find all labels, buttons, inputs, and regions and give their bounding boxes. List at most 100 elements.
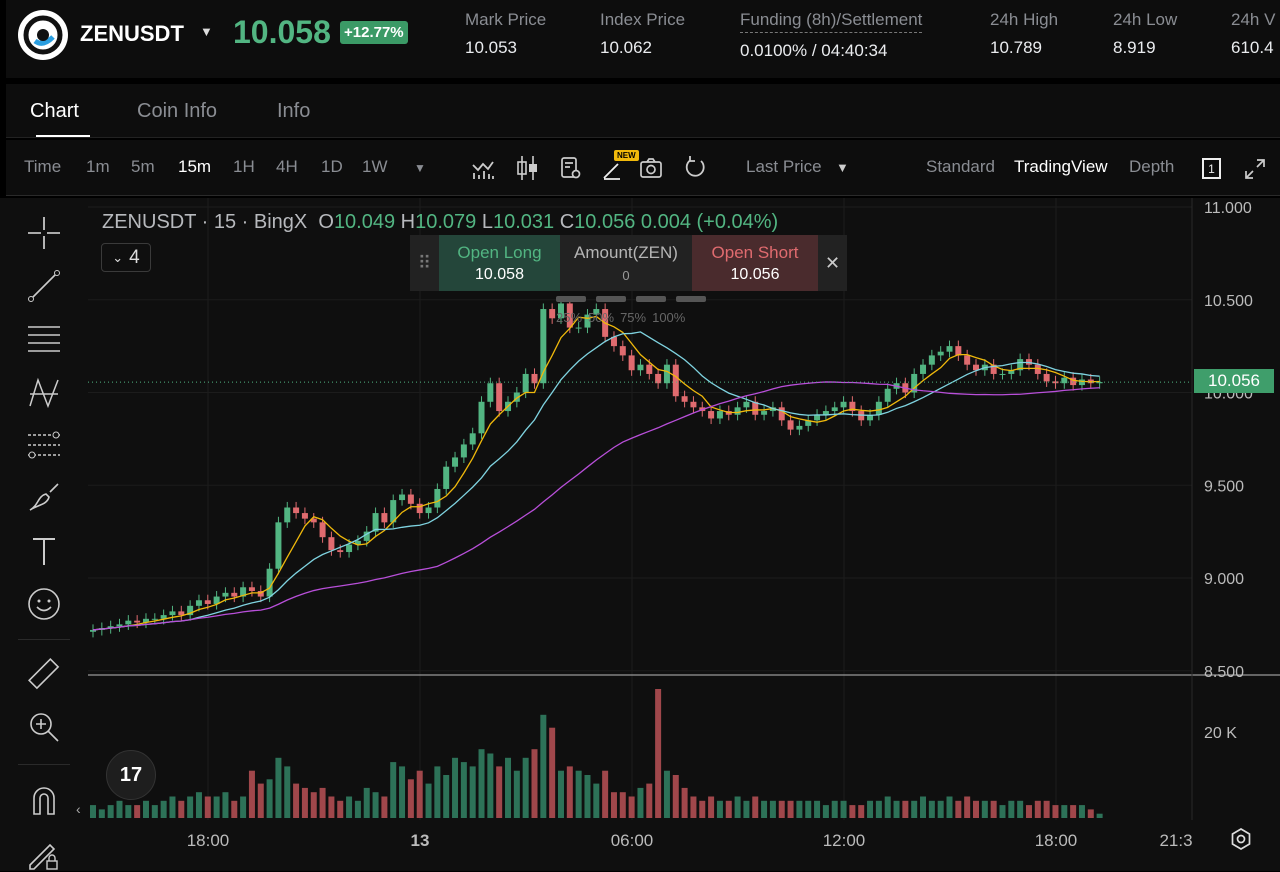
emoji-icon[interactable]: [25, 585, 63, 623]
volume-bar: [575, 770, 582, 818]
candle-body: [390, 500, 397, 523]
interval-1w[interactable]: 1W: [362, 157, 388, 176]
slider-segment[interactable]: [636, 296, 666, 302]
candle-body: [955, 346, 962, 356]
volume-bar: [566, 766, 573, 818]
price-type-caret-icon[interactable]: ▼: [836, 160, 849, 175]
interval-5m[interactable]: 5m: [131, 157, 155, 176]
volume-bar: [999, 805, 1006, 818]
slider-segment[interactable]: [676, 296, 706, 302]
volume-bar: [769, 800, 776, 818]
tab-info[interactable]: Info: [277, 100, 311, 122]
amount-input[interactable]: Amount(ZEN) 0: [560, 235, 692, 291]
view-depth[interactable]: Depth: [1129, 157, 1175, 176]
candle-body: [90, 629, 96, 632]
lock-drawings-icon[interactable]: [25, 834, 63, 872]
tab-chart[interactable]: Chart: [30, 100, 79, 122]
candle-body: [1017, 359, 1024, 371]
volume-bar: [708, 796, 715, 818]
amount-slider[interactable]: [556, 296, 706, 302]
interval-1h[interactable]: 1H: [233, 157, 255, 176]
tradingview-logo[interactable]: 17: [106, 750, 156, 800]
horizontal-lines-icon[interactable]: [25, 320, 63, 358]
collapse-toolbar-icon[interactable]: ‹: [76, 801, 81, 817]
layout-button[interactable]: 1: [1202, 158, 1221, 179]
stat-24h-volume: 24h V 610.4: [1231, 10, 1275, 58]
view-tradingview[interactable]: TradingView: [1014, 157, 1108, 176]
preset-25[interactable]: 25%: [556, 310, 583, 325]
crosshair-icon[interactable]: [25, 214, 63, 252]
camera-icon[interactable]: [638, 155, 664, 181]
drag-handle-icon[interactable]: ⠿: [417, 252, 432, 273]
low-label: L: [481, 211, 493, 233]
pattern-icon[interactable]: [25, 373, 63, 411]
stat-funding[interactable]: Funding (8h)/Settlement 0.0100% / 04:40:3…: [740, 10, 923, 61]
interval-15m[interactable]: 15m: [178, 157, 212, 176]
preset-100[interactable]: 100%: [652, 310, 686, 325]
symbol-dropdown-icon[interactable]: ▼: [200, 24, 213, 39]
volume-bar: [796, 800, 803, 818]
volume-bar: [187, 796, 194, 818]
candle-body: [549, 309, 556, 319]
indicators-icon[interactable]: [470, 155, 496, 181]
candle-type-icon[interactable]: [514, 154, 540, 182]
slider-segment[interactable]: [596, 296, 626, 302]
interval-time[interactable]: Time: [24, 157, 62, 176]
volume-bar: [284, 766, 291, 818]
fullscreen-icon[interactable]: [1243, 157, 1267, 181]
stat-label: Index Price: [600, 10, 686, 29]
drawing-icon[interactable]: [600, 158, 626, 182]
magnet-icon[interactable]: [25, 781, 63, 819]
volume-bar: [125, 805, 132, 818]
volume-bar: [407, 779, 414, 818]
interval-more-icon[interactable]: ▼: [414, 161, 426, 175]
candle-body: [822, 411, 829, 415]
open-long-button[interactable]: Open Long 10.058: [439, 235, 560, 291]
candle-body: [566, 303, 573, 328]
indicators-toggle-button[interactable]: ⌄ 4: [101, 243, 151, 272]
close-icon[interactable]: ✕: [824, 252, 841, 273]
refresh-icon[interactable]: [682, 155, 708, 181]
amount-value[interactable]: 0: [622, 268, 630, 283]
volume-bar: [637, 787, 644, 818]
tab-bar: Chart Coin Info Info: [6, 84, 1280, 138]
volume-bar: [557, 770, 564, 818]
candle-body: [346, 544, 353, 553]
price-type-select[interactable]: Last Price: [746, 157, 822, 176]
zoom-in-icon[interactable]: [25, 708, 63, 746]
slider-segment[interactable]: [556, 296, 586, 302]
tool-divider: [18, 764, 70, 765]
time-tick-label: 18:00: [187, 831, 230, 850]
volume-bar: [981, 800, 988, 818]
active-tab-indicator: [36, 135, 90, 137]
interval-4h[interactable]: 4H: [276, 157, 298, 176]
stat-24h-high: 24h High 10.789: [990, 10, 1058, 58]
candle-body: [840, 401, 847, 408]
stat-label: Mark Price: [465, 10, 547, 29]
symbol-name[interactable]: ZENUSDT: [80, 21, 184, 46]
brush-icon[interactable]: [25, 479, 63, 517]
open-short-button[interactable]: Open Short 10.056: [692, 235, 818, 291]
settings-gear-icon[interactable]: [1228, 826, 1254, 852]
volume-bar: [142, 800, 149, 818]
fib-icon[interactable]: [25, 426, 63, 464]
view-standard[interactable]: Standard: [926, 157, 995, 176]
candle-body: [151, 618, 158, 620]
stat-label: 24h V: [1231, 10, 1276, 29]
chart-area[interactable]: [0, 198, 1280, 871]
template-icon[interactable]: [558, 155, 584, 181]
tab-coin-info[interactable]: Coin Info: [137, 100, 218, 122]
candle-body: [761, 411, 768, 415]
stat-mark-price: Mark Price 10.053: [465, 10, 546, 58]
interval-1m[interactable]: 1m: [86, 157, 110, 176]
trend-line-icon[interactable]: [25, 267, 63, 305]
open-long-price: 10.058: [475, 265, 524, 283]
stat-label[interactable]: Funding (8h)/Settlement: [740, 10, 923, 33]
candle-body: [178, 611, 185, 616]
interval-1d[interactable]: 1D: [321, 157, 343, 176]
preset-50[interactable]: 50%: [588, 310, 615, 325]
ruler-icon[interactable]: [25, 655, 63, 693]
preset-75[interactable]: 75%: [620, 310, 647, 325]
text-icon[interactable]: [25, 532, 63, 570]
